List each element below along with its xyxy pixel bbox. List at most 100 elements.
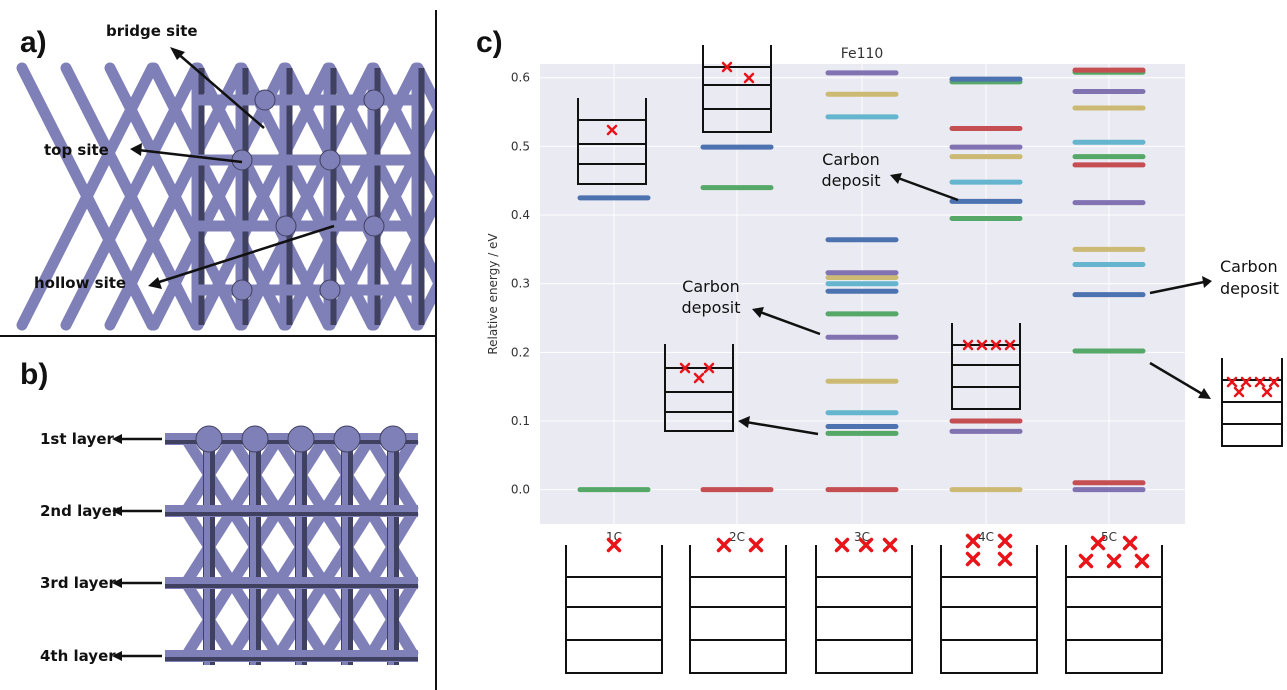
x-tick-label: 3C — [854, 530, 870, 544]
well-outline — [689, 545, 787, 674]
well-bottom-1 — [565, 537, 663, 674]
carbon-marker — [976, 339, 988, 351]
atom — [333, 425, 361, 453]
carbon-marker — [679, 362, 691, 374]
y-tick-label: 0.0 — [511, 483, 530, 497]
panel-a-label: a) — [20, 26, 47, 59]
y-tick-label: 0.6 — [511, 71, 530, 85]
layer-3-label: 3rd layer — [40, 574, 117, 592]
chart-title: Fe110 — [841, 46, 884, 62]
atom — [275, 215, 297, 237]
well-bottom-4 — [940, 533, 1038, 674]
carbon-marker — [997, 551, 1013, 567]
carbon-marker — [1090, 535, 1106, 551]
lattice-side-view — [165, 425, 419, 665]
carbon-marker — [1078, 553, 1094, 569]
atom — [287, 425, 315, 453]
rod — [368, 62, 435, 201]
annotation-deposit-3: deposit — [1220, 279, 1279, 298]
x-tick-label: 1C — [606, 530, 622, 544]
well-bottom-2 — [689, 537, 787, 674]
well-1c-inset — [577, 98, 647, 185]
layer-4-label: 4th layer — [40, 647, 116, 665]
annotation-carbon-2: Carbon — [682, 277, 740, 296]
y-tick-labels: 0.0 0.1 0.2 0.3 0.4 0.5 0.6 — [511, 71, 530, 497]
bridge-site-label: bridge site — [106, 22, 198, 40]
annotation-carbon-1: Carbon — [822, 150, 880, 169]
atom — [195, 425, 223, 453]
panel-b — [165, 425, 419, 665]
well-5c-inset — [1221, 358, 1283, 447]
well-bottom-5 — [1065, 535, 1163, 674]
atom — [241, 425, 269, 453]
carbon-marker — [748, 537, 764, 553]
well-outline — [577, 98, 647, 185]
carbon-marker — [834, 537, 850, 553]
annotation-carbon-3: Carbon — [1220, 257, 1278, 276]
y-axis-label: Relative energy / eV — [486, 233, 500, 355]
carbon-marker — [721, 61, 733, 73]
carbon-marker — [606, 537, 622, 553]
carbon-marker — [606, 124, 618, 136]
y-tick-label: 0.5 — [511, 139, 530, 153]
x-tick-label: 4C — [978, 530, 994, 544]
carbon-marker — [965, 533, 981, 549]
carbon-marker — [858, 537, 874, 553]
y-tick-label: 0.3 — [511, 277, 530, 291]
top-site-label: top site — [44, 141, 109, 159]
layer-1-label: 1st layer — [40, 430, 115, 448]
annotation-deposit-1: deposit — [822, 171, 881, 190]
carbon-marker — [716, 537, 732, 553]
atom — [363, 215, 385, 237]
well-4c-inset — [951, 323, 1021, 410]
well-outline — [815, 545, 913, 674]
hollow-site-label: hollow site — [34, 274, 126, 292]
rod — [368, 192, 435, 331]
carbon-marker — [965, 551, 981, 567]
atom — [379, 425, 407, 453]
well-outline — [664, 344, 734, 432]
panel-c-label: c) — [476, 26, 503, 59]
panel-b-label: b) — [20, 358, 48, 391]
carbon-marker — [1268, 376, 1280, 388]
atom — [231, 279, 253, 301]
y-tick-label: 0.2 — [511, 345, 530, 359]
lattice-top-view — [16, 62, 435, 331]
carbon-marker — [1004, 339, 1016, 351]
x-tick-label: 5C — [1101, 530, 1117, 544]
y-tick-label: 0.4 — [511, 208, 530, 222]
carbon-marker — [693, 372, 705, 384]
carbon-marker — [997, 533, 1013, 549]
carbon-marker — [990, 339, 1002, 351]
well-outline — [1065, 545, 1163, 674]
carbon-marker — [882, 537, 898, 553]
well-outline — [940, 545, 1038, 674]
annotation-arrows — [738, 173, 1212, 436]
carbon-marker — [703, 362, 715, 374]
panel-a — [16, 62, 435, 331]
layer-diagrams — [565, 45, 1283, 674]
layer-arrows — [112, 434, 162, 661]
carbon-marker — [1240, 376, 1252, 388]
carbon-marker — [1106, 553, 1122, 569]
atom — [319, 149, 341, 171]
x-tick-labels: 1C 2C 3C 4C 5C — [606, 530, 1117, 544]
well-outline — [702, 45, 772, 133]
annotation-deposit-2: deposit — [682, 298, 741, 317]
carbon-marker — [1261, 386, 1273, 398]
carbon-marker — [1226, 376, 1238, 388]
well-outline — [565, 545, 663, 674]
x-tick-label: 2C — [729, 530, 745, 544]
layer-2-label: 2nd layer — [40, 502, 120, 520]
well-2c-inset — [702, 45, 772, 133]
carbon-marker — [962, 339, 974, 351]
carbon-marker — [743, 72, 755, 84]
carbon-marker — [1233, 386, 1245, 398]
carbon-marker — [1122, 535, 1138, 551]
atom — [319, 279, 341, 301]
atom — [363, 89, 385, 111]
site-arrows — [130, 47, 335, 289]
rod — [324, 105, 435, 331]
